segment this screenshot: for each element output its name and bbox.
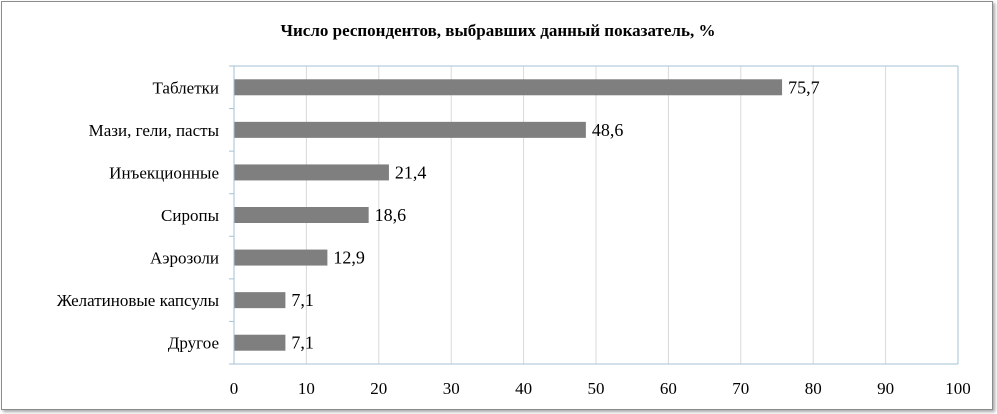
bar [234, 292, 286, 309]
bars [234, 79, 783, 351]
x-tick-label: 30 [443, 379, 460, 398]
x-tick-label: 40 [515, 379, 532, 398]
x-tick-label: 0 [230, 379, 239, 398]
data-label: 12,9 [333, 248, 365, 268]
x-tick-labels: 0 10 20 30 40 50 60 70 80 90 100 [230, 379, 971, 398]
category-label: Сиропы [161, 206, 220, 225]
category-label: Инъекционные [109, 163, 219, 182]
category-labels: Таблетки Мази, гели, пасты Инъекционные Сир… [57, 78, 220, 352]
category-label: Таблетки [152, 78, 219, 97]
x-tick-label: 50 [588, 379, 605, 398]
bar [234, 249, 328, 266]
x-tick-label: 80 [805, 379, 822, 398]
data-label: 18,6 [375, 205, 407, 225]
x-tick-label: 70 [732, 379, 749, 398]
x-tick-label: 20 [370, 379, 387, 398]
bar [234, 121, 586, 138]
category-label: Желатиновые капсулы [57, 291, 220, 310]
category-label: Другое [168, 334, 219, 353]
data-label: 75,7 [788, 77, 820, 97]
bar [234, 79, 783, 96]
chart-title: Число респондентов, выбравших данный пок… [281, 21, 716, 40]
bar [234, 334, 286, 351]
data-label: 7,1 [291, 333, 314, 353]
category-label: Мази, гели, пасты [89, 121, 220, 140]
axes [229, 65, 959, 365]
x-tick-label: 100 [945, 379, 971, 398]
data-label: 48,6 [592, 120, 624, 140]
category-label: Аэрозоли [150, 249, 219, 268]
bar [234, 207, 369, 223]
bar [234, 164, 389, 181]
x-tick-label: 10 [298, 379, 315, 398]
x-tick-label: 90 [877, 379, 894, 398]
data-label: 21,4 [395, 162, 427, 182]
data-labels: 75,7 48,6 21,4 18,6 12,9 7,1 7,1 [291, 77, 819, 352]
data-label: 7,1 [291, 290, 314, 310]
x-tick-label: 60 [660, 379, 677, 398]
